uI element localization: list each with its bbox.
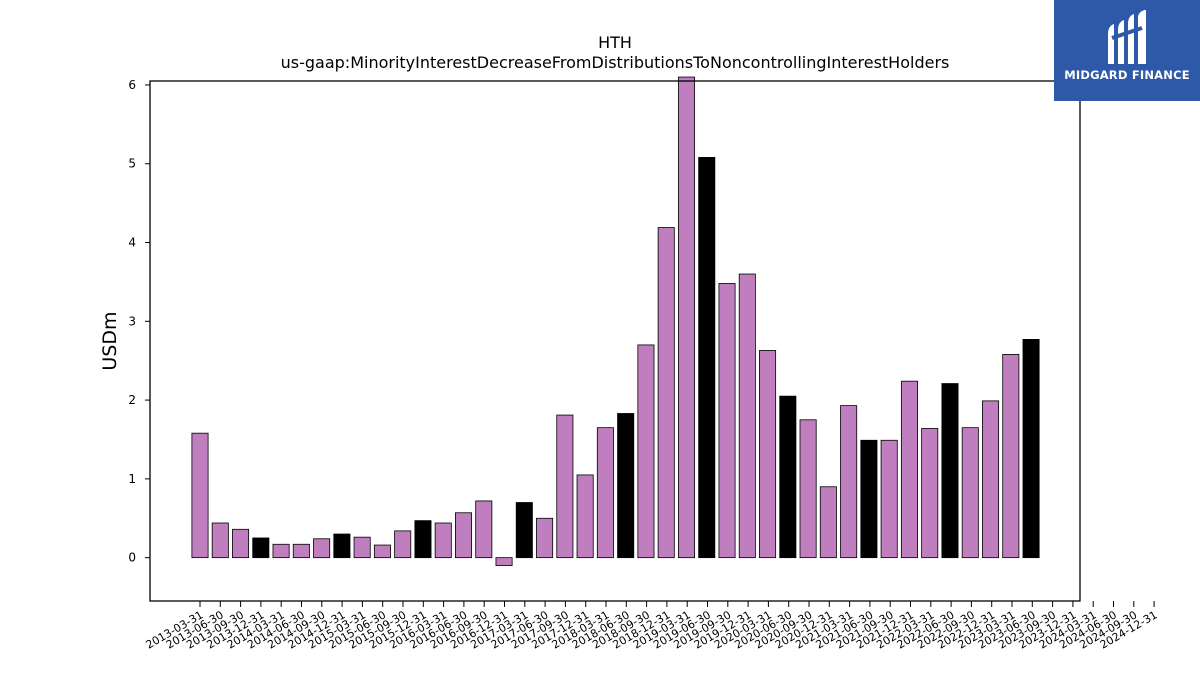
- bar-17: [536, 517, 554, 559]
- bar-29: [779, 395, 797, 559]
- y-axis: 0 1 2 3 4 5 6: [128, 78, 150, 565]
- bar-38: [961, 427, 979, 559]
- bar-36: [921, 428, 939, 559]
- bar-12: [434, 522, 452, 559]
- x-axis: 2013-03-312013-06-302013-09-302013-12-31…: [144, 601, 1160, 652]
- bar-40: [1002, 353, 1020, 559]
- bar-1: [211, 522, 229, 559]
- chart-title: HTH: [598, 33, 632, 52]
- chart-subtitle: us-gaap:MinorityInterestDecreaseFromDist…: [281, 53, 950, 72]
- brand-name: MIDGARD FINANCE: [1064, 68, 1190, 82]
- bar-3: [252, 537, 270, 559]
- bar-9: [373, 544, 391, 559]
- bar-41: [1022, 339, 1040, 559]
- bar-4: [272, 543, 290, 559]
- bar-30: [799, 419, 817, 559]
- bar-13: [455, 512, 473, 559]
- bar-35: [900, 380, 918, 559]
- bar-19: [576, 474, 594, 559]
- bar-22: [637, 344, 655, 559]
- plot-frame: [149, 80, 1081, 602]
- bar-7: [333, 533, 351, 559]
- bar-31: [819, 486, 837, 559]
- bar-20: [596, 427, 614, 559]
- bar-18: [556, 414, 574, 559]
- y-tick-label: 2: [128, 393, 136, 407]
- bar-5: [292, 543, 310, 559]
- bar-21: [617, 413, 635, 559]
- bar-26: [718, 283, 736, 559]
- y-axis-label: USDm: [99, 311, 121, 370]
- y-tick-label: 4: [128, 236, 136, 250]
- bar-2: [232, 528, 250, 559]
- bar-39: [982, 400, 1000, 559]
- y-tick-label: 3: [128, 314, 136, 328]
- bar-33: [860, 439, 878, 559]
- bar-8: [353, 536, 371, 559]
- bar-25: [698, 157, 716, 559]
- bar-6: [313, 538, 331, 559]
- bar-32: [840, 405, 858, 559]
- midgard-logo-icon: [1108, 10, 1146, 64]
- y-tick-label: 1: [128, 472, 136, 486]
- bar-27: [738, 273, 756, 559]
- bar-23: [657, 227, 675, 559]
- y-tick-label: 5: [128, 157, 136, 171]
- y-tick-label: 0: [128, 551, 136, 565]
- bar-0: [191, 432, 209, 559]
- bar-34: [880, 439, 898, 559]
- brand-logo: MIDGARD FINANCE: [1054, 0, 1200, 101]
- bar-37: [941, 383, 959, 559]
- y-tick-label: 6: [128, 78, 136, 92]
- bar-28: [759, 350, 777, 559]
- bars: [191, 76, 1040, 566]
- bar-15: [495, 557, 513, 566]
- bar-16: [515, 502, 533, 559]
- bar-10: [394, 530, 412, 559]
- bar-14: [475, 500, 493, 559]
- bar-11: [414, 520, 432, 559]
- bar-24: [677, 76, 695, 559]
